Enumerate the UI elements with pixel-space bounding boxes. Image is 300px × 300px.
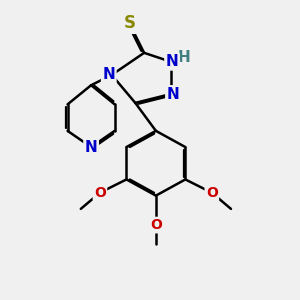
Text: O: O	[206, 186, 218, 200]
Text: N: N	[167, 87, 179, 102]
Text: N: N	[166, 54, 178, 69]
Text: N: N	[85, 140, 98, 154]
Text: O: O	[150, 218, 162, 232]
Text: H: H	[178, 50, 190, 65]
Text: O: O	[94, 186, 106, 200]
Text: N: N	[102, 68, 115, 82]
Text: S: S	[123, 14, 135, 32]
